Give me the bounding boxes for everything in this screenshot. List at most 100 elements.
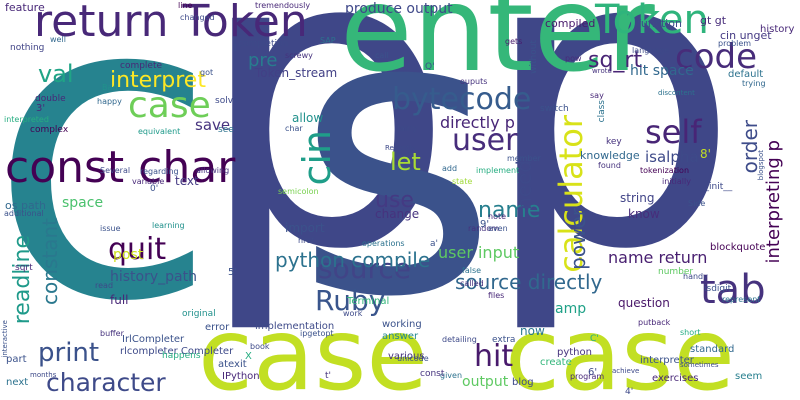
cloud-word: python bbox=[557, 347, 592, 358]
cloud-word: fairly bbox=[397, 124, 418, 133]
cloud-word: directly p bbox=[440, 113, 515, 132]
cloud-word: const char bbox=[5, 142, 236, 193]
cloud-word: self bbox=[645, 113, 702, 151]
cloud-word: knowledge bbox=[580, 149, 640, 162]
cloud-word: tab bbox=[700, 267, 766, 313]
cloud-word: switch bbox=[540, 104, 569, 114]
cloud-word: output bbox=[462, 374, 509, 390]
cloud-word: happy bbox=[97, 97, 122, 106]
cloud-word: Terminal bbox=[347, 296, 390, 307]
cloud-word: 0' bbox=[150, 184, 159, 194]
cloud-word: random bbox=[468, 224, 500, 233]
cloud-word: ouputs bbox=[460, 77, 488, 86]
cloud-word: learning bbox=[152, 221, 185, 230]
cloud-word: variable bbox=[132, 177, 165, 186]
cloud-word: without bbox=[529, 40, 539, 74]
cloud-word: issue bbox=[100, 224, 121, 233]
cloud-word: standard bbox=[690, 344, 735, 355]
cloud-word: error bbox=[205, 322, 230, 333]
cloud-word: Recently bbox=[385, 144, 416, 152]
cloud-word: trying bbox=[742, 79, 766, 88]
cloud-word: nothing bbox=[10, 43, 45, 53]
cloud-word: found bbox=[598, 161, 621, 170]
cloud-word: number bbox=[658, 267, 694, 277]
cloud-word: let bbox=[390, 148, 421, 176]
cloud-word: produce output bbox=[345, 1, 453, 17]
cloud-word: language bbox=[632, 46, 670, 55]
cloud-word: isalpha bbox=[645, 148, 699, 166]
cloud-word: Bad bbox=[102, 83, 118, 92]
cloud-word: interpreting p bbox=[763, 140, 784, 264]
cloud-word: say bbox=[590, 91, 604, 100]
cloud-word: atexit bbox=[218, 359, 247, 370]
cloud-word: files bbox=[488, 291, 505, 300]
cloud-word: readline bbox=[10, 235, 35, 325]
cloud-word: 8' bbox=[700, 147, 711, 161]
cloud-word: buffer bbox=[100, 329, 124, 338]
cloud-word: hit bbox=[474, 339, 514, 374]
cloud-word: IPython bbox=[222, 371, 260, 382]
cloud-word: seem bbox=[735, 371, 763, 382]
cloud-word: 3' bbox=[36, 103, 46, 114]
cloud-word: line bbox=[178, 1, 193, 10]
cloud-word: 1' bbox=[232, 43, 242, 54]
cloud-word: pre bbox=[248, 50, 278, 71]
cloud-word: cin unget bbox=[720, 29, 772, 42]
cloud-word: gt gt bbox=[700, 14, 727, 27]
cloud-word: happens bbox=[162, 351, 201, 361]
cloud-word: working bbox=[382, 319, 422, 330]
cloud-word: char bbox=[285, 124, 303, 133]
cloud-word: Side bbox=[688, 199, 706, 208]
cloud-word: book bbox=[250, 342, 270, 351]
cloud-word: function bbox=[637, 17, 682, 30]
cloud-word: know bbox=[628, 207, 660, 221]
cloud-word: putback bbox=[638, 318, 671, 327]
cloud-word: key bbox=[606, 137, 622, 147]
cloud-word: implement bbox=[476, 166, 520, 175]
cloud-word: allow bbox=[292, 111, 324, 125]
cloud-word: post bbox=[113, 247, 144, 263]
cloud-word: source bbox=[318, 252, 411, 285]
cloud-word: read bbox=[95, 281, 114, 290]
cloud-word: blockquote bbox=[710, 242, 766, 253]
cloud-word: const bbox=[420, 369, 445, 379]
cloud-word: 4' bbox=[625, 387, 634, 397]
cloud-word: Several bbox=[100, 166, 131, 175]
cloud-word: note bbox=[488, 212, 507, 221]
cloud-word: power bbox=[566, 208, 590, 270]
cloud-word: pow bbox=[565, 54, 582, 63]
cloud-word: case bbox=[128, 85, 211, 126]
cloud-word: original bbox=[182, 309, 216, 319]
cloud-word: default bbox=[728, 69, 764, 80]
cloud-word: wrote bbox=[592, 67, 612, 75]
cloud-word: interpreter bbox=[640, 355, 694, 366]
cloud-word: sq_rt bbox=[588, 48, 643, 73]
cloud-word: p bbox=[480, 0, 741, 339]
cloud-word: a' bbox=[430, 239, 438, 249]
cloud-word: program bbox=[570, 372, 605, 381]
cloud-word: member bbox=[507, 154, 541, 163]
cloud-word: unicode bbox=[397, 354, 429, 363]
cloud-word: class bbox=[597, 100, 607, 123]
cloud-word: discontent bbox=[658, 89, 695, 97]
cloud-word: equivalent bbox=[138, 127, 181, 136]
cloud-word: Token_stream bbox=[255, 66, 338, 80]
cloud-word: sometimes bbox=[680, 361, 719, 369]
cloud-word: val bbox=[38, 60, 74, 88]
cloud-word: return Token bbox=[34, 0, 308, 47]
cloud-word: name bbox=[478, 198, 541, 223]
cloud-word: got bbox=[200, 68, 214, 77]
cloud-word: save bbox=[195, 116, 231, 134]
cloud-word: text bbox=[175, 174, 199, 188]
cloud-word: handy bbox=[683, 272, 708, 281]
cloud-word: ipgetopt bbox=[300, 329, 334, 338]
cloud-word: 5' bbox=[228, 267, 238, 278]
cloud-word: constant bbox=[38, 218, 62, 305]
cloud-word: blogspot bbox=[757, 150, 765, 181]
cloud-word: compiled bbox=[545, 17, 596, 30]
cloud-word: name return bbox=[608, 248, 708, 267]
cloud-word: Ruby bbox=[315, 284, 386, 317]
cloud-word: semicolon bbox=[278, 187, 319, 196]
cloud-word: p bbox=[195, 0, 456, 339]
cloud-word: SAP bbox=[320, 36, 336, 45]
